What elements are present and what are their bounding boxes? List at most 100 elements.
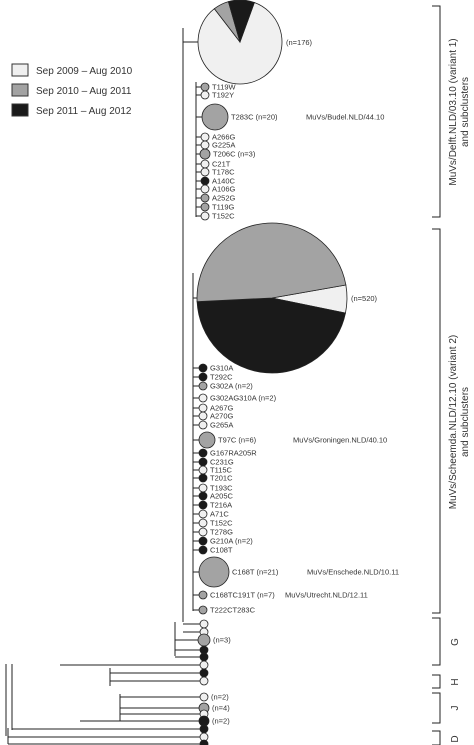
sequence-node — [200, 184, 210, 194]
cluster-labels: MuVs/Delft.NLD/03.10 (variant 1) and sub… — [448, 38, 471, 742]
sequence-node — [199, 652, 209, 662]
node-label: T152C — [210, 519, 233, 528]
node-label: T216A — [210, 501, 232, 510]
bracket-variant1 — [432, 5, 441, 218]
strain-label: MuVs/Utrecht.NLD/12.11 — [285, 591, 368, 600]
sequence-node — [200, 167, 210, 177]
sequence-node — [200, 202, 210, 212]
cluster-label-variant1-line1: MuVs/Delft.NLD/03.10 (variant 1) — [448, 38, 459, 185]
sequence-node — [198, 381, 208, 391]
cluster-label-h: H — [450, 678, 461, 685]
strain-label: MuVs/Groningen.NLD/40.10 — [293, 436, 387, 445]
sequence-node — [198, 556, 230, 588]
sequence-node — [199, 739, 209, 745]
node-label: A106G — [212, 185, 236, 194]
sequence-node — [198, 403, 208, 413]
node-label: G167RA205R — [210, 449, 257, 458]
cluster-label-variant2-line2: and subclusters — [460, 387, 471, 457]
sequence-node — [198, 590, 208, 600]
bracket-d — [432, 730, 441, 745]
node-label: T278G — [210, 528, 233, 537]
pie-slice-black — [196, 297, 346, 374]
node-label: C21T — [212, 160, 231, 169]
bracket-j — [432, 692, 441, 724]
sequence-node — [198, 605, 208, 615]
legend-swatch-2011-2012 — [11, 103, 29, 117]
sequence-node — [198, 509, 208, 519]
legend-swatch-2010-2011 — [11, 83, 29, 97]
node-label: (n=3) — [213, 636, 231, 645]
sequence-node — [199, 724, 209, 734]
sequence-node — [198, 715, 210, 727]
cluster-label-variant1-line2: and subclusters — [460, 77, 471, 147]
legend-label-2009-2010: Sep 2009 – Aug 2010 — [36, 66, 133, 77]
sequence-node — [198, 420, 208, 430]
node-label: A205C — [210, 492, 234, 501]
node-label: (n=2) — [211, 693, 229, 702]
cluster-label-variant2-line1: MuVs/Scheemda.NLD/12.10 (variant 2) — [448, 335, 459, 510]
node-label: C231G — [210, 458, 234, 467]
sequence-node — [198, 393, 208, 403]
bracket-g — [432, 617, 441, 666]
sequence-node — [198, 465, 208, 475]
node-label: T97C (n=6) — [218, 436, 257, 445]
sequence-node — [200, 132, 210, 142]
sequence-node — [199, 692, 209, 702]
node-label: T119G — [212, 203, 235, 212]
sequence-node — [200, 193, 210, 203]
legend-label-2010-2011: Sep 2010 – Aug 2011 — [36, 86, 132, 97]
sequence-node — [200, 82, 210, 92]
bracket-variant2 — [432, 228, 441, 614]
sequence-node — [200, 176, 210, 186]
node-label: T292C — [210, 373, 233, 382]
aggregate-pie-charts: (n=176) (n=520) — [196, 0, 378, 374]
node-label: T178C — [212, 168, 235, 177]
node-label: A270G — [210, 412, 234, 421]
node-label: G265A — [210, 421, 233, 430]
cluster-label-d: D — [450, 735, 461, 742]
sequence-node — [200, 159, 210, 169]
strain-label: MuVs/Enschede.NLD/10.11 — [307, 568, 399, 577]
node-label: G310A — [210, 364, 233, 373]
node-label: G210A (n=2) — [210, 537, 253, 546]
node-label: T201C — [210, 474, 233, 483]
sequence-node — [198, 473, 208, 483]
node-label: A267G — [210, 404, 234, 413]
sequence-node — [198, 491, 208, 501]
strain-label: MuVs/Budel.NLD/44.10 — [306, 113, 384, 122]
node-label: C108T — [210, 546, 233, 555]
sequence-node — [198, 372, 208, 382]
sequence-node — [199, 668, 209, 678]
node-label: G225A — [212, 141, 235, 150]
legend-swatch-2009-2010 — [11, 63, 29, 77]
sequence-node — [198, 536, 208, 546]
pie-count-label: (n=520) — [351, 294, 378, 303]
legend: Sep 2009 – Aug 2010 Sep 2010 – Aug 2011 … — [11, 63, 133, 117]
node-label: A140C — [212, 177, 236, 186]
node-label: T206C (n=3) — [213, 150, 256, 159]
legend-label-2011-2012: Sep 2011 – Aug 2012 — [36, 106, 132, 117]
node-label: A252G — [212, 194, 236, 203]
node-label: A266G — [212, 133, 236, 142]
sequence-node — [198, 518, 208, 528]
sequence-node — [198, 527, 208, 537]
node-label: T193C — [210, 484, 233, 493]
pie-slice-black — [227, 0, 255, 44]
tree-branches — [5, 28, 197, 744]
node-label: G302AG310A (n=2) — [210, 394, 277, 403]
sequence-node — [200, 140, 210, 150]
tip-branches — [8, 41, 202, 745]
sequence-node — [198, 431, 216, 449]
sequence-node — [199, 676, 209, 686]
node-label: T119W — [212, 83, 237, 92]
sequence-node — [200, 211, 210, 221]
cluster-label-j: J — [450, 706, 461, 711]
sequence-node — [197, 633, 211, 647]
sequence-node — [198, 411, 208, 421]
node-label: T283C (n=20) — [231, 113, 278, 122]
cluster-label-g: G — [450, 638, 461, 646]
pie-slice-white — [197, 2, 283, 85]
sequence-node — [199, 619, 209, 629]
